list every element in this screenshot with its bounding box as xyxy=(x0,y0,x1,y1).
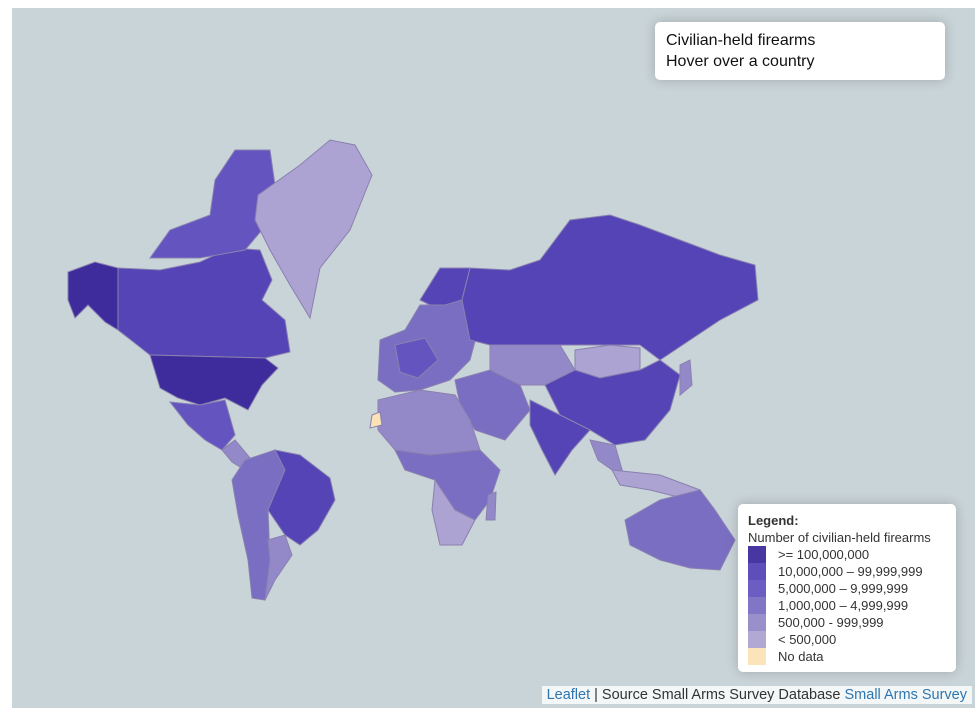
central-africa[interactable] xyxy=(394,449,501,521)
info-hint: Hover over a country xyxy=(666,53,815,70)
legend-subtitle: Number of civilian-held firearms xyxy=(748,530,931,545)
attribution: Leaflet | Source Small Arms Survey Datab… xyxy=(541,686,972,704)
usa[interactable] xyxy=(149,354,279,411)
legend-label: 10,000,000 – 99,999,999 xyxy=(778,564,923,579)
legend-swatch xyxy=(748,546,766,563)
mexico[interactable] xyxy=(168,399,236,451)
source-link[interactable]: Small Arms Survey xyxy=(844,687,967,703)
legend-item: No data xyxy=(748,648,946,665)
western-sahara[interactable] xyxy=(369,411,383,429)
legend-item: 1,000,000 – 4,999,999 xyxy=(748,597,946,614)
map xyxy=(12,8,975,708)
legend-swatch xyxy=(748,648,766,665)
legend-swatch xyxy=(748,597,766,614)
info-title: Civilian-held firearms xyxy=(666,32,816,49)
legend-heading: Legend: xyxy=(748,513,799,528)
legend-label: No data xyxy=(778,649,824,664)
legend-swatch xyxy=(748,631,766,648)
australia[interactable] xyxy=(624,489,736,571)
attribution-text: | Source Small Arms Survey Database xyxy=(594,687,841,703)
legend-item: 5,000,000 – 9,999,999 xyxy=(748,580,946,597)
legend-label: < 500,000 xyxy=(778,632,837,647)
legend-label: 1,000,000 – 4,999,999 xyxy=(778,598,909,613)
greenland[interactable] xyxy=(254,139,373,320)
russia[interactable] xyxy=(461,214,759,361)
leaflet-link[interactable]: Leaflet xyxy=(546,687,591,703)
west-europe[interactable] xyxy=(394,337,439,379)
canada[interactable] xyxy=(117,247,291,359)
brazil[interactable] xyxy=(267,449,336,546)
argentina[interactable] xyxy=(264,534,293,601)
legend-label: 500,000 - 999,999 xyxy=(778,615,884,630)
legend-swatch xyxy=(748,563,766,580)
legend-label: >= 100,000,000 xyxy=(778,547,870,562)
alaska[interactable] xyxy=(67,261,119,331)
legend-item: >= 100,000,000 xyxy=(748,546,946,563)
info-box: Civilian-held firearms Hover over a coun… xyxy=(655,22,945,80)
legend-swatch xyxy=(748,580,766,597)
countries xyxy=(67,139,759,601)
legend-swatch xyxy=(748,614,766,631)
madagascar[interactable] xyxy=(485,491,497,521)
south-africa[interactable] xyxy=(431,478,476,546)
legend-label: 5,000,000 – 9,999,999 xyxy=(778,581,909,596)
legend-items: >= 100,000,000 10,000,000 – 99,999,999 5,0… xyxy=(748,546,946,665)
legend-item: < 500,000 xyxy=(748,631,946,648)
legend: Legend: Number of civilian-held firearms… xyxy=(738,504,956,672)
legend-item: 500,000 - 999,999 xyxy=(748,614,946,631)
legend-item: 10,000,000 – 99,999,999 xyxy=(748,563,946,580)
india[interactable] xyxy=(529,399,591,476)
canada-islands[interactable] xyxy=(149,149,276,259)
japan[interactable] xyxy=(679,359,693,397)
